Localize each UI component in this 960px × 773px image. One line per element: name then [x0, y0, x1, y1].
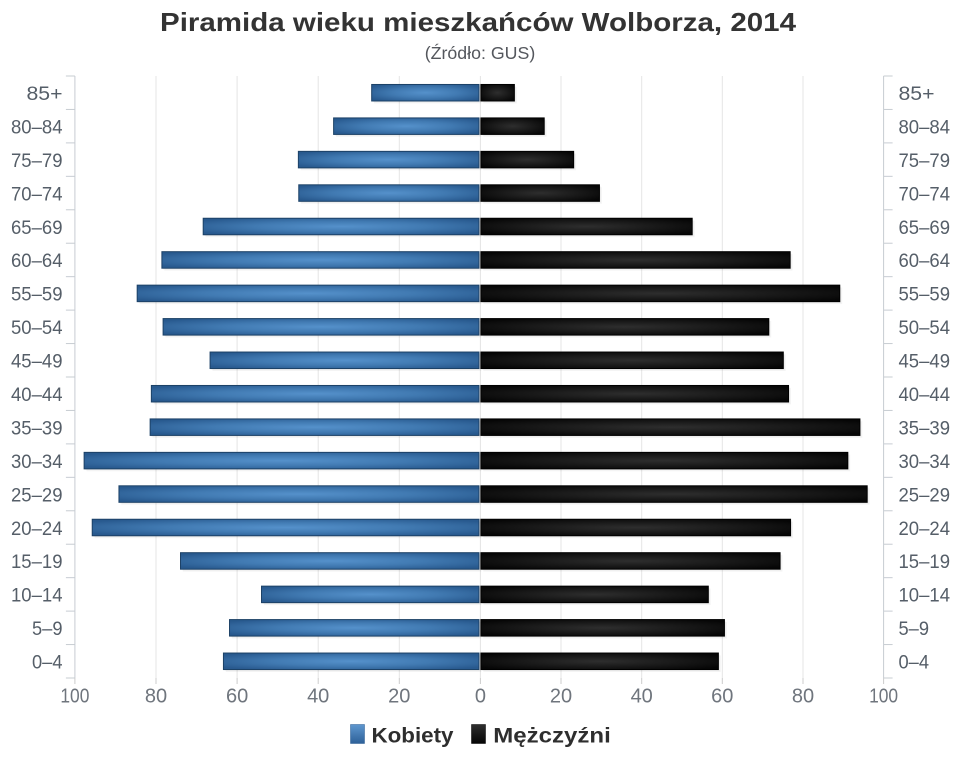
svg-text:(Źródło: GUS): (Źródło: GUS): [425, 43, 536, 63]
svg-text:70–74: 70–74: [11, 183, 63, 205]
svg-text:75–79: 75–79: [899, 150, 951, 172]
svg-text:20–24: 20–24: [899, 518, 951, 540]
svg-text:70–74: 70–74: [899, 183, 951, 205]
svg-text:Mężczyźni: Mężczyźni: [493, 725, 611, 748]
svg-text:45–49: 45–49: [11, 351, 63, 373]
svg-text:5–9: 5–9: [899, 618, 930, 640]
svg-text:15–19: 15–19: [899, 551, 951, 573]
svg-text:20–24: 20–24: [11, 518, 63, 540]
svg-text:40–44: 40–44: [11, 384, 63, 406]
svg-text:40: 40: [631, 685, 653, 707]
svg-text:100: 100: [869, 685, 898, 707]
svg-text:75–79: 75–79: [11, 150, 63, 172]
svg-text:20: 20: [550, 685, 572, 707]
svg-text:35–39: 35–39: [899, 418, 951, 440]
svg-text:80–84: 80–84: [899, 117, 951, 139]
svg-text:5–9: 5–9: [32, 618, 63, 640]
svg-text:55–59: 55–59: [11, 284, 63, 306]
svg-text:15–19: 15–19: [11, 551, 63, 573]
svg-text:Piramida wieku mieszkańców Wol: Piramida wieku mieszkańców Wolborza, 201…: [160, 7, 797, 37]
svg-text:0–4: 0–4: [899, 652, 930, 674]
svg-text:50–54: 50–54: [899, 317, 951, 339]
svg-text:10–14: 10–14: [899, 585, 951, 607]
svg-text:60–64: 60–64: [11, 250, 63, 272]
svg-text:60: 60: [711, 685, 733, 707]
svg-text:45–49: 45–49: [899, 351, 951, 373]
svg-text:85+: 85+: [27, 83, 63, 105]
svg-text:0–4: 0–4: [32, 652, 63, 674]
svg-text:60: 60: [226, 685, 248, 707]
svg-text:30–34: 30–34: [899, 451, 951, 473]
svg-text:10–14: 10–14: [11, 585, 63, 607]
svg-text:40: 40: [307, 685, 329, 707]
svg-text:65–69: 65–69: [899, 217, 951, 239]
svg-text:85+: 85+: [899, 83, 935, 105]
svg-text:80: 80: [145, 685, 167, 707]
svg-text:60–64: 60–64: [899, 250, 951, 272]
svg-text:25–29: 25–29: [11, 484, 63, 506]
svg-text:40–44: 40–44: [899, 384, 951, 406]
svg-text:0: 0: [475, 685, 486, 707]
svg-text:20: 20: [388, 685, 410, 707]
svg-text:Kobiety: Kobiety: [372, 725, 454, 748]
svg-text:80–84: 80–84: [11, 117, 63, 139]
svg-text:100: 100: [60, 685, 89, 707]
svg-text:55–59: 55–59: [899, 284, 951, 306]
svg-text:35–39: 35–39: [11, 418, 63, 440]
svg-text:50–54: 50–54: [11, 317, 63, 339]
svg-text:30–34: 30–34: [11, 451, 63, 473]
svg-text:80: 80: [792, 685, 814, 707]
svg-text:65–69: 65–69: [11, 217, 63, 239]
svg-text:25–29: 25–29: [899, 484, 951, 506]
